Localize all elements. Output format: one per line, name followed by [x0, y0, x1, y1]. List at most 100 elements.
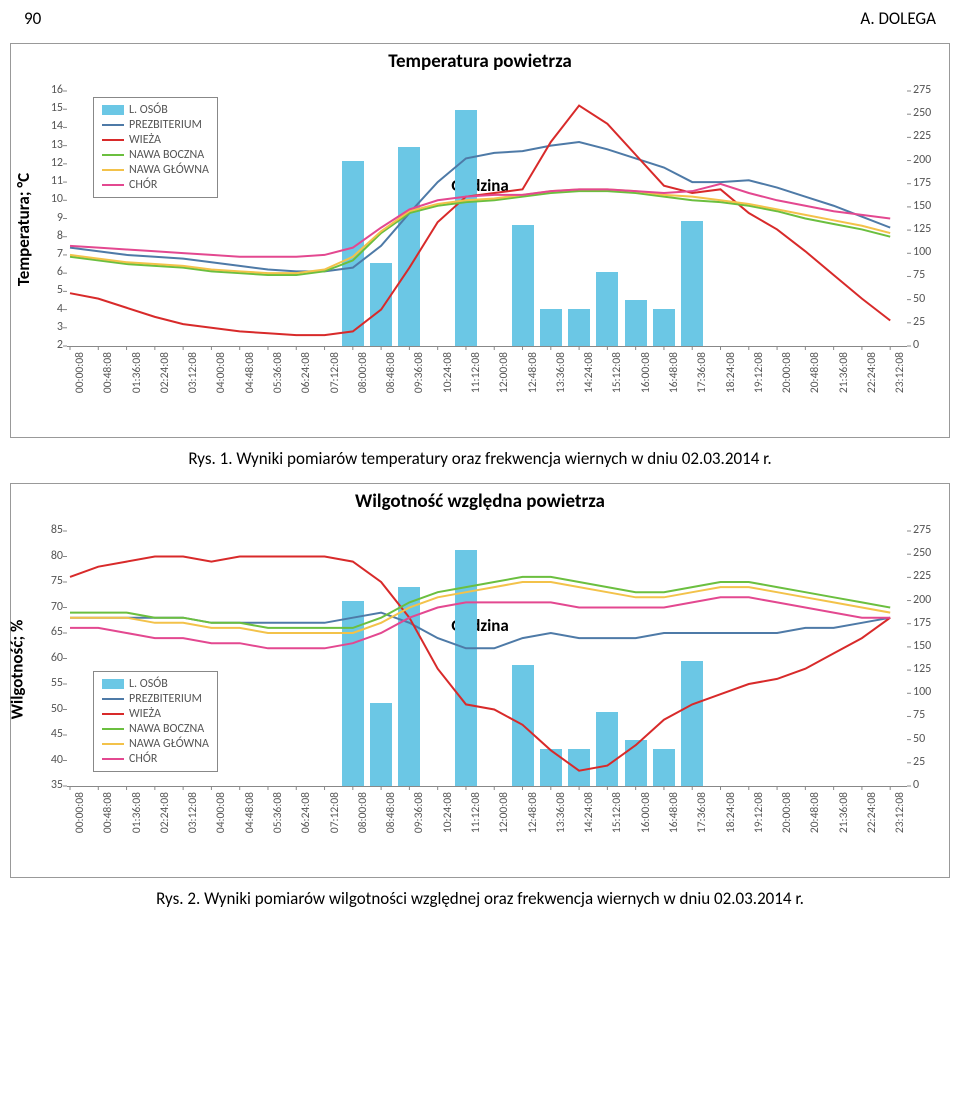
- x-tick: 18:24:08: [724, 792, 738, 852]
- x-tick: 04:48:08: [243, 352, 257, 412]
- legend-label: WIEŻA: [129, 133, 161, 147]
- x-tick: 15:12:08: [610, 792, 624, 852]
- y-tick-right: 25: [913, 315, 943, 329]
- y-tick-left: 75: [39, 574, 63, 588]
- x-tick: 20:00:08: [780, 792, 794, 852]
- legend-label: NAWA BOCZNA: [129, 148, 204, 162]
- legend-line-icon: [102, 728, 124, 730]
- caption-1: Rys. 1. Wyniki pomiarów temperatury oraz…: [0, 448, 960, 469]
- y-tick-left: 13: [39, 138, 63, 152]
- legend-label: CHÓR: [129, 752, 157, 766]
- x-tick: 00:00:08: [73, 792, 87, 852]
- x-tick: 20:00:08: [780, 352, 794, 412]
- legend-label: L. OSÓB: [129, 677, 168, 691]
- x-tick: 21:36:08: [837, 352, 851, 412]
- x-tick: 12:48:08: [526, 352, 540, 412]
- x-tick: 08:48:08: [384, 792, 398, 852]
- x-tick: 12:00:08: [497, 792, 511, 852]
- x-tick: 00:48:08: [101, 352, 115, 412]
- y-tick-left: 3: [39, 320, 63, 334]
- y-tick-right: 125: [913, 222, 943, 236]
- x-tick: 05:36:08: [271, 792, 285, 852]
- y-tick-left: 2: [39, 338, 63, 352]
- x-tick: 02:24:08: [158, 792, 172, 852]
- y-tick-right: 150: [913, 639, 943, 653]
- x-tick: 16:48:08: [667, 792, 681, 852]
- y-tick-left: 6: [39, 265, 63, 279]
- y-tick-right: 275: [913, 83, 943, 97]
- y-tick-left: 10: [39, 192, 63, 206]
- y-tick-right: 175: [913, 176, 943, 190]
- series-line: [70, 582, 890, 633]
- y-tick-left: 45: [39, 727, 63, 741]
- x-tick: 04:00:08: [214, 352, 228, 412]
- legend-line-icon: [102, 713, 124, 715]
- x-tick: 18:24:08: [724, 352, 738, 412]
- x-tick: 20:48:08: [808, 792, 822, 852]
- x-tick: 06:24:08: [299, 792, 313, 852]
- x-tick: 17:36:08: [695, 352, 709, 412]
- y-tick-left: 8: [39, 229, 63, 243]
- y-tick-left: 4: [39, 302, 63, 316]
- x-tick: 16:00:08: [639, 792, 653, 852]
- x-tick: 14:24:08: [582, 352, 596, 412]
- x-tick: 19:12:08: [752, 792, 766, 852]
- y-tick-left: 7: [39, 247, 63, 261]
- y-tick-left: 11: [39, 174, 63, 188]
- legend-line-icon: [102, 184, 124, 186]
- page-number: 90: [24, 8, 41, 29]
- x-tick: 12:48:08: [526, 792, 540, 852]
- legend-label: CHÓR: [129, 178, 157, 192]
- legend-line-icon: [102, 758, 124, 760]
- y-tick-right: 175: [913, 616, 943, 630]
- y-tick-left: 80: [39, 549, 63, 563]
- legend-swatch: [102, 679, 124, 689]
- x-tick: 17:36:08: [695, 792, 709, 852]
- x-tick: 09:36:08: [412, 792, 426, 852]
- y-tick-left: 70: [39, 600, 63, 614]
- chart-title: Wilgotność względna powietrza: [11, 490, 949, 513]
- legend-swatch: [102, 105, 124, 115]
- x-tick: 00:00:08: [73, 352, 87, 412]
- x-tick: 01:36:08: [130, 352, 144, 412]
- x-tick: 09:36:08: [412, 352, 426, 412]
- x-tick: 04:48:08: [243, 792, 257, 852]
- legend: L. OSÓBPREZBITERIUMWIEŻANAWA BOCZNANAWA …: [93, 97, 218, 198]
- y-axis-label: Wilgotność; %: [6, 619, 27, 719]
- y-tick-right: 75: [913, 708, 943, 722]
- y-tick-right: 0: [913, 338, 943, 352]
- x-tick: 15:12:08: [610, 352, 624, 412]
- chart-title: Temperatura powietrza: [11, 50, 949, 73]
- x-tick: 13:36:08: [554, 792, 568, 852]
- legend-label: NAWA BOCZNA: [129, 722, 204, 736]
- x-tick: 16:00:08: [639, 352, 653, 412]
- x-tick: 19:12:08: [752, 352, 766, 412]
- y-tick-right: 200: [913, 593, 943, 607]
- y-tick-right: 225: [913, 129, 943, 143]
- x-tick: 07:12:08: [328, 792, 342, 852]
- y-tick-right: 25: [913, 755, 943, 769]
- x-tick: 10:24:08: [441, 352, 455, 412]
- x-tick: 16:48:08: [667, 352, 681, 412]
- y-tick-left: 16: [39, 83, 63, 97]
- x-tick: 10:24:08: [441, 792, 455, 852]
- x-tick: 11:12:08: [469, 792, 483, 852]
- legend-label: WIEŻA: [129, 707, 161, 721]
- y-tick-right: 100: [913, 685, 943, 699]
- legend-label: NAWA GŁÓWNA: [129, 737, 209, 751]
- series-line: [70, 613, 890, 649]
- legend-line-icon: [102, 698, 124, 700]
- x-tick: 23:12:08: [893, 352, 907, 412]
- chart-temperature: Temperatura powietrzaTemperatura; °C2345…: [10, 43, 950, 438]
- legend-label: L. OSÓB: [129, 103, 168, 117]
- x-tick: 03:12:08: [186, 352, 200, 412]
- y-tick-left: 50: [39, 702, 63, 716]
- x-tick: 14:24:08: [582, 792, 596, 852]
- y-tick-right: 250: [913, 106, 943, 120]
- y-tick-left: 65: [39, 625, 63, 639]
- x-tick: 02:24:08: [158, 352, 172, 412]
- x-tick: 01:36:08: [130, 792, 144, 852]
- y-axis-label: Temperatura; °C: [13, 172, 34, 285]
- y-tick-right: 200: [913, 153, 943, 167]
- y-tick-right: 0: [913, 778, 943, 792]
